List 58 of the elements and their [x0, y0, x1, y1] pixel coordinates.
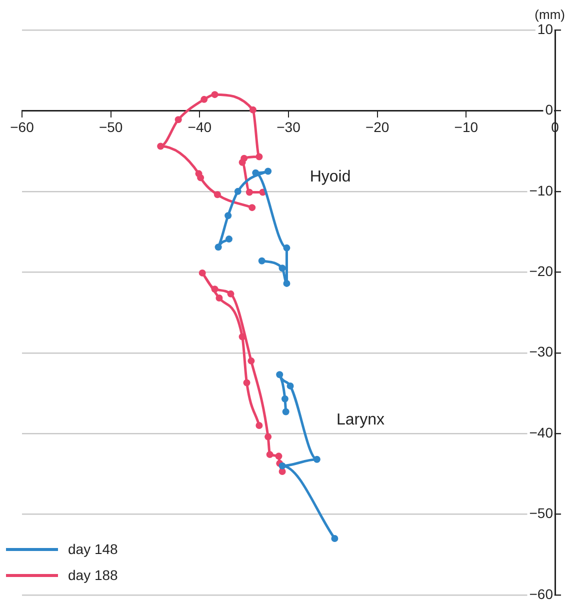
y-tick-label: −20 [529, 263, 554, 279]
point [331, 535, 338, 542]
y-tick-label: 0 [545, 102, 554, 118]
point [225, 236, 232, 243]
point [276, 371, 284, 378]
x-tick-label: −60 [10, 118, 34, 135]
point [174, 116, 182, 124]
point [282, 408, 290, 416]
point [264, 168, 272, 175]
y-tick-label: 10 [537, 20, 554, 37]
point [234, 188, 242, 195]
point [200, 96, 208, 103]
point [256, 422, 263, 429]
x-tick-label: −20 [365, 118, 390, 135]
point [224, 212, 232, 220]
point [216, 294, 223, 302]
point [248, 357, 255, 364]
point [246, 188, 253, 196]
annotation: Larynx [336, 411, 384, 428]
point [248, 204, 256, 212]
y-axis-title: (mm) [534, 7, 565, 22]
point [278, 264, 286, 272]
point [275, 452, 282, 460]
legend-label: day 148 [68, 541, 118, 557]
point [283, 280, 290, 287]
point [198, 269, 206, 276]
x-tick-label: −30 [276, 118, 301, 135]
point [286, 382, 294, 390]
point [238, 333, 246, 340]
point [243, 379, 250, 386]
point [214, 191, 221, 198]
point [157, 142, 164, 150]
point [227, 290, 234, 298]
point [249, 106, 256, 114]
point [214, 244, 222, 251]
point [252, 169, 260, 176]
point [258, 257, 266, 264]
x-tick-label: −10 [454, 118, 478, 135]
point [240, 154, 248, 162]
legend-label: day 188 [68, 567, 118, 583]
point [264, 433, 272, 440]
point [211, 91, 218, 98]
y-tick-label: −60 [529, 586, 554, 602]
y-tick-label: −30 [529, 344, 554, 360]
x-tick-label: −40 [188, 118, 212, 135]
point [211, 286, 218, 293]
y-tick-label: −50 [529, 505, 554, 522]
y-tick-label: −10 [529, 182, 554, 198]
annotation: Hyoid [310, 168, 351, 186]
point [281, 395, 288, 402]
point [266, 451, 274, 458]
point [197, 174, 204, 182]
point [278, 462, 286, 470]
point [313, 456, 320, 463]
point [283, 244, 290, 252]
x-tick-label: −50 [98, 118, 123, 135]
point [256, 153, 263, 160]
y-tick-label: −40 [529, 424, 554, 440]
